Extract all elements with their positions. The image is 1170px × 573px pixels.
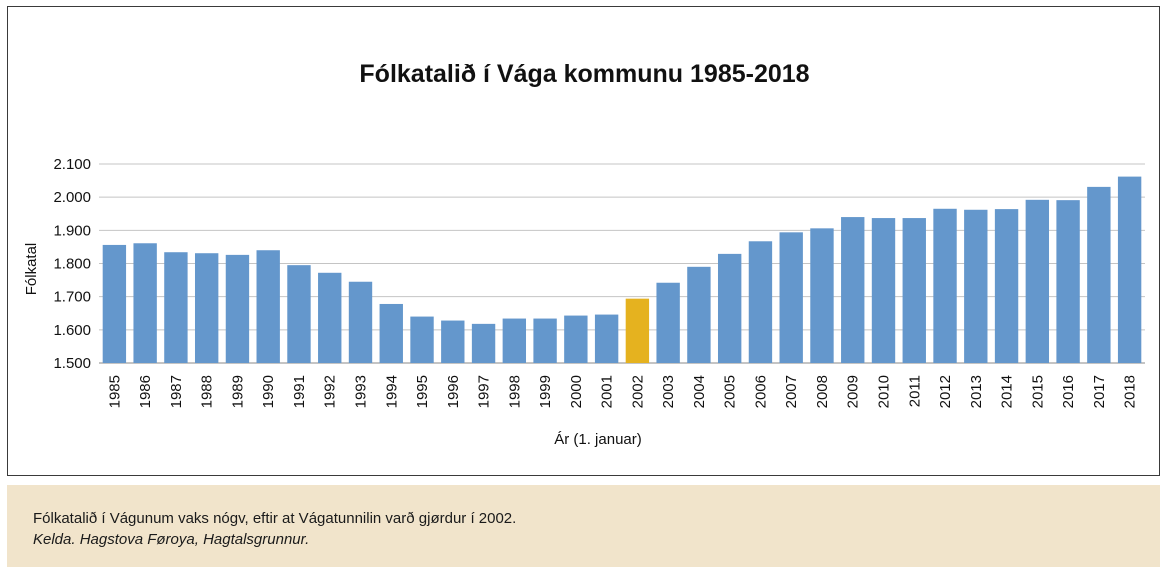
x-tick-label: 2017 (1091, 375, 1108, 408)
x-tick-label: 1994 (383, 375, 400, 408)
x-tick-label: 2003 (660, 375, 677, 408)
x-tick-label: 1988 (199, 375, 216, 408)
bar-2009 (841, 217, 865, 363)
bar-2000 (564, 315, 588, 363)
y-tick-label: 1.500 (53, 355, 91, 372)
bar-1987 (164, 252, 188, 363)
x-tick-label: 1993 (353, 375, 370, 408)
x-tick-label: 1985 (106, 375, 123, 408)
x-tick-label: 1989 (229, 375, 246, 408)
chart-frame: Fólkatalið í Vága kommunu 1985-2018 1.50… (7, 6, 1160, 476)
y-tick-label: 1.700 (53, 289, 91, 306)
y-tick-label: 2.000 (53, 189, 91, 206)
x-tick-label: 2007 (783, 375, 800, 408)
bar-2004 (687, 266, 711, 363)
caption-text: Fólkatalið í Vágunum vaks nógv, eftir at… (33, 510, 517, 527)
bar-2002 (625, 298, 650, 363)
x-tick-label: 2012 (937, 375, 954, 408)
y-tick-labels: 1.500 1.600 1.700 1.800 1.900 2.000 2.100 (53, 156, 91, 372)
gridlines (99, 163, 1145, 364)
x-tick-label: 1990 (260, 375, 277, 408)
y-tick-label: 1.800 (53, 256, 91, 273)
bar-2001 (594, 314, 619, 363)
x-tick-label: 2018 (1122, 375, 1139, 408)
x-tick-labels: 1985 1986 1987 1988 1989 1990 1991 1992 1993 1994… (106, 375, 1138, 408)
bar-1985 (102, 244, 127, 363)
caption-source: Kelda. Hagstova Føroya, Hagtalsgrunnur. (33, 531, 310, 548)
x-tick-label: 1997 (476, 375, 493, 408)
bar-1992 (318, 272, 342, 363)
y-tick-label: 1.600 (53, 322, 91, 339)
bar-2007 (779, 232, 803, 363)
x-tick-label: 2013 (968, 375, 985, 408)
bar-2012 (933, 208, 957, 363)
bar-2008 (810, 228, 834, 363)
x-axis-title: Ár (1. januar) (554, 431, 642, 448)
bar-1998 (502, 318, 527, 363)
y-tick-label: 2.100 (53, 156, 91, 173)
x-tick-label: 2001 (599, 375, 616, 408)
y-axis-title: Fólkatal (23, 243, 40, 296)
bar-2005 (717, 253, 742, 363)
bar-2011 (902, 218, 926, 363)
bar-chart: 1.500 1.600 1.700 1.800 1.900 2.000 2.100 1985… (23, 156, 1145, 448)
x-tick-label: 1991 (291, 375, 308, 408)
x-tick-label: 2016 (1060, 375, 1077, 408)
x-tick-label: 2004 (691, 375, 708, 408)
bar-2018 (1117, 176, 1142, 363)
bar-1989 (225, 254, 250, 363)
bar-2014 (994, 209, 1019, 363)
bar-1990 (256, 250, 280, 363)
x-tick-label: 1998 (506, 375, 523, 408)
x-tick-label: 1996 (445, 375, 462, 408)
y-tick-label: 1.900 (53, 222, 91, 239)
bar-2016 (1056, 200, 1080, 363)
bar-1988 (194, 253, 219, 363)
x-tick-label: 2010 (876, 375, 893, 408)
bar-1993 (348, 281, 373, 363)
bar-2003 (656, 282, 680, 363)
bar-1986 (133, 243, 157, 363)
bar-1994 (379, 303, 403, 363)
bar-1999 (533, 318, 557, 363)
x-tick-label: 1987 (168, 375, 185, 408)
x-tick-label: 2015 (1029, 375, 1046, 408)
x-tick-label: 2014 (999, 375, 1016, 408)
bar-2006 (748, 241, 773, 363)
bar-1995 (410, 316, 434, 363)
bar-2017 (1087, 186, 1111, 363)
bar-2013 (964, 209, 988, 363)
bar-1996 (441, 320, 465, 363)
x-tick-label: 2009 (845, 375, 862, 408)
x-tick-label: 1999 (537, 375, 554, 408)
x-tick-label: 1995 (414, 375, 431, 408)
x-tick-label: 2011 (906, 375, 923, 407)
bar-2015 (1025, 199, 1050, 363)
x-tick-label: 2002 (629, 375, 646, 408)
bars (102, 176, 1142, 363)
x-tick-label: 2005 (722, 375, 739, 408)
x-tick-label: 2006 (752, 375, 769, 408)
x-tick-label: 2000 (568, 375, 585, 408)
x-tick-label: 1986 (137, 375, 154, 408)
x-tick-label: 1992 (322, 375, 339, 408)
bar-1997 (471, 323, 496, 363)
chart-title: Fólkatalið í Vága kommunu 1985-2018 (359, 60, 810, 88)
caption-box: Fólkatalið í Vágunum vaks nógv, eftir at… (7, 485, 1160, 567)
x-tick-label: 2008 (814, 375, 831, 408)
bar-2010 (871, 218, 896, 363)
bar-1991 (287, 265, 311, 363)
